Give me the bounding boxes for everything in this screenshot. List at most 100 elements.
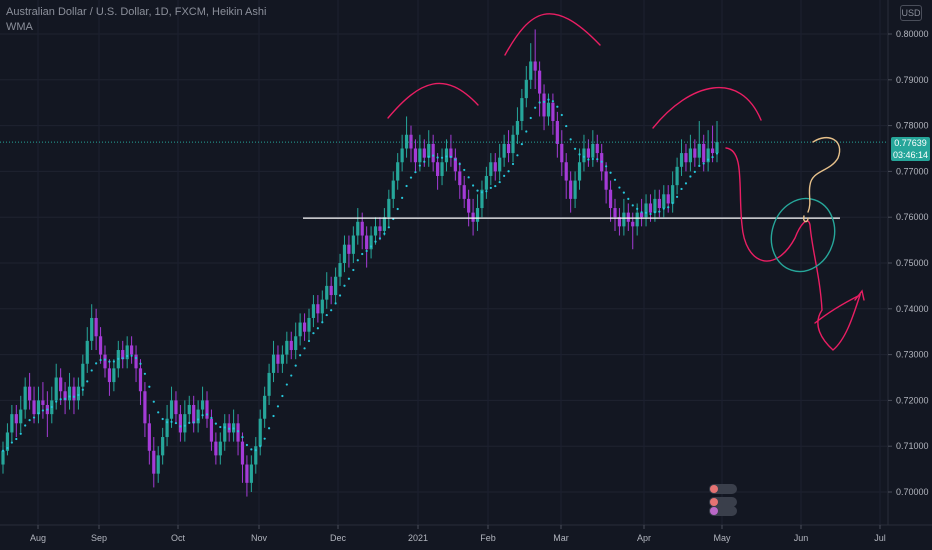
wma-point (671, 202, 674, 205)
wma-point (538, 101, 541, 104)
wma-point (401, 196, 404, 199)
candle-body (187, 404, 191, 415)
wma-point (219, 425, 222, 429)
wma-line (1, 98, 719, 452)
wma-point (250, 448, 253, 451)
wma-point (214, 422, 217, 425)
candle-body (480, 189, 484, 209)
candle-body (449, 148, 453, 158)
wma-point (205, 413, 209, 416)
head-arc (504, 13, 601, 56)
wma-point (405, 184, 408, 188)
wma-point (197, 418, 200, 421)
price-tick-label: 0.71000 (896, 441, 929, 451)
wma-point (396, 207, 399, 211)
time-axis[interactable]: Aug Sep Oct Nov Dec 2021 Feb Mar Apr May Jun Jul (30, 525, 886, 543)
wma-point (432, 154, 435, 157)
candle-body (245, 464, 249, 483)
wma-point (591, 157, 594, 161)
wma-point (126, 354, 129, 358)
price-axis[interactable]: 0.80000 0.79000 0.78000 0.77000 0.76000 0.750… (888, 29, 929, 497)
wma-point (321, 321, 324, 324)
wma-point (551, 100, 555, 103)
candle-body (289, 340, 293, 351)
candle-body (502, 143, 506, 158)
wma-point (299, 354, 302, 357)
candle-body (218, 441, 222, 456)
wma-point (361, 252, 364, 256)
wma-point (192, 421, 195, 424)
wma-point (241, 435, 244, 439)
wma-point (303, 347, 306, 350)
candle-body (258, 418, 262, 447)
wma-point (334, 302, 337, 305)
wma-point (223, 426, 226, 429)
wma-point (307, 339, 311, 343)
wma-point (542, 100, 546, 103)
candle-body (214, 441, 218, 456)
candle-body (440, 162, 444, 176)
wma-point (72, 395, 76, 398)
wma-point (480, 191, 484, 194)
candle-body (280, 354, 284, 364)
candle-body (285, 340, 289, 355)
candle-body (688, 148, 692, 163)
candle-body (569, 180, 573, 199)
currency-button[interactable]: USD (900, 5, 922, 21)
wma-point (414, 171, 417, 174)
wma-point (24, 424, 27, 427)
candle-body (143, 391, 147, 424)
candle-body (347, 244, 351, 254)
candle-body (263, 395, 267, 419)
candle-body (697, 143, 701, 158)
wma-point (409, 176, 413, 179)
candle-body (577, 162, 582, 181)
candle-body (693, 148, 697, 158)
candle-body (276, 354, 280, 364)
price-tick-label: 0.72000 (896, 395, 929, 405)
wma-point (174, 421, 178, 425)
candle-body (356, 221, 360, 236)
candles (1, 29, 719, 497)
candle-body (125, 345, 129, 360)
wma-point (587, 158, 590, 161)
wma-point (316, 327, 319, 330)
indicator-label[interactable]: WMA (6, 21, 33, 33)
wma-point (516, 154, 519, 157)
candle-body (94, 317, 98, 337)
candle-body (710, 148, 715, 154)
wma-point (631, 204, 634, 207)
event-badges[interactable] (709, 484, 737, 516)
wma-point (636, 207, 639, 210)
candle-body (653, 198, 657, 213)
time-tick-label: Nov (251, 533, 268, 543)
wma-point (529, 116, 532, 120)
candle-body (546, 102, 551, 117)
wma-point (573, 147, 577, 150)
candle-body (702, 143, 706, 163)
candle-body (373, 226, 378, 236)
candle-body (311, 304, 316, 318)
candle-body (542, 93, 546, 117)
candle-body (23, 386, 27, 410)
wma-point (179, 425, 182, 428)
wma-point (383, 232, 386, 235)
candle-body (152, 450, 156, 474)
candle-body (294, 336, 298, 351)
time-tick-label: Feb (480, 533, 496, 543)
candle-body (183, 414, 187, 433)
candle-body (28, 386, 32, 401)
candle-body (10, 414, 14, 433)
candle-body (267, 372, 271, 396)
candle-body (675, 166, 679, 186)
bar-countdown: 03:46:14 (892, 150, 929, 160)
candle-body (67, 386, 72, 401)
wma-point (507, 170, 510, 173)
candle-body (98, 336, 103, 355)
candle-body (271, 354, 276, 373)
wma-point (50, 405, 53, 409)
retest-ellipse (770, 197, 836, 273)
right-shoulder-arc (652, 86, 762, 129)
candle-body (409, 134, 413, 149)
